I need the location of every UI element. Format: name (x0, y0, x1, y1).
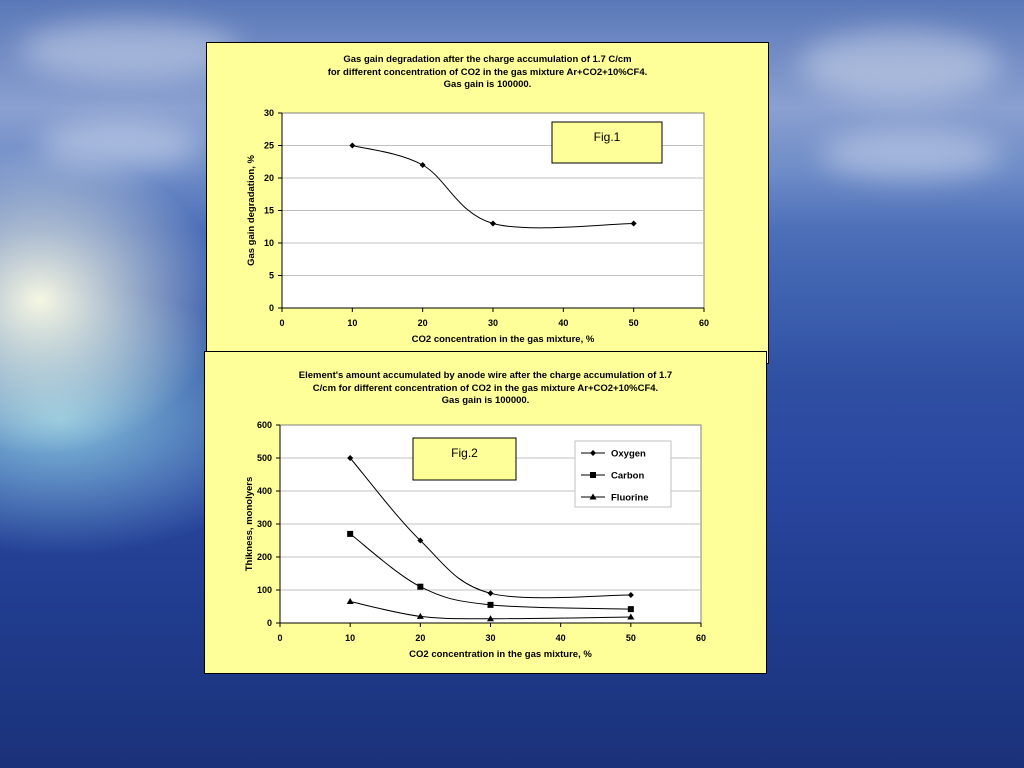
x-tick-label: 60 (696, 633, 706, 643)
cloud (20, 20, 240, 80)
x-tick-label: 0 (277, 633, 282, 643)
data-point-marker (419, 162, 426, 168)
x-tick-label: 20 (415, 633, 425, 643)
chart-title-line: Gas gain is 100000. (441, 395, 530, 406)
y-axis-label: Gas gain degradation, % (246, 155, 257, 266)
chart-title: Gas gain degradation after the charge ac… (207, 54, 768, 92)
data-point-marker (416, 612, 424, 619)
x-tick-label: 60 (699, 318, 709, 328)
x-tick-label: 0 (279, 318, 284, 328)
x-tick-label: 20 (418, 318, 428, 328)
data-point-marker (347, 530, 354, 537)
legend-label: Carbon (611, 471, 644, 482)
y-tick-label: 20 (264, 173, 274, 183)
data-point-marker (487, 601, 494, 608)
fig-annotation-box (551, 121, 663, 164)
x-tick-label: 30 (485, 633, 495, 643)
y-tick-label: 100 (257, 585, 272, 595)
data-point-marker (417, 583, 424, 590)
y-tick-label: 25 (264, 141, 274, 151)
y-tick-label: 15 (264, 206, 274, 216)
y-tick-label: 10 (264, 238, 274, 248)
data-point-marker (417, 537, 424, 544)
chart-title-line: Gas gain degradation after the charge ac… (343, 54, 632, 65)
x-tick-label: 40 (558, 318, 568, 328)
legend-label: Fluorine (611, 493, 648, 504)
x-tick-label: 40 (556, 633, 566, 643)
data-point-marker (590, 450, 596, 456)
data-point-marker (627, 591, 634, 598)
series-line (349, 533, 631, 610)
data-point-marker (490, 220, 496, 227)
data-point-marker (487, 615, 494, 622)
legend-label: Oxygen (611, 449, 646, 460)
data-point-marker (349, 142, 356, 149)
y-tick-label: 200 (257, 552, 272, 562)
chart-plot-2: 0 100 200 300 400 500 600 0 10 20 30 40 50 60 CO2 conc… (244, 420, 706, 660)
fig-annotation-box (412, 437, 517, 481)
x-tick-label: 30 (488, 318, 498, 328)
cloud (820, 130, 1000, 180)
x-tick-label: 10 (347, 318, 357, 328)
cloud (800, 30, 1000, 100)
chart-panel-1: Gas gain degradation after the charge ac… (206, 42, 769, 364)
x-tick-label: 50 (626, 633, 636, 643)
y-tick-label: 500 (257, 453, 272, 463)
y-tick-label: 400 (257, 486, 272, 496)
series-line (350, 601, 631, 620)
data-point-marker (630, 220, 637, 227)
x-axis-label: CO2 concentration in the gas mixture, % (412, 334, 595, 345)
x-axis-label: CO2 concentration in the gas mixture, % (409, 649, 592, 660)
chart-title-line: C/cm for different concentration of CO2 … (312, 382, 659, 394)
data-point-marker (627, 613, 635, 620)
y-tick-label: 30 (264, 108, 274, 118)
y-tick-label: 5 (269, 271, 274, 281)
y-tick-label: 0 (269, 303, 274, 313)
chart-title-line: Element's amount accumulated by anode wi… (298, 370, 673, 381)
chart-title-line: for different concentration of CO2 in th… (327, 66, 648, 78)
fig-annotation-label: Fig.1 (594, 130, 621, 144)
data-point-marker (590, 472, 596, 478)
y-tick-label: 600 (257, 420, 272, 430)
y-tick-label: 300 (257, 519, 272, 529)
x-tick-label: 50 (629, 318, 639, 328)
data-point-marker (347, 455, 354, 461)
data-point-marker (589, 493, 597, 500)
y-axis-label: Thikness, monolyers (244, 477, 255, 572)
series-line (349, 457, 631, 599)
fig-annotation-label: Fig.2 (451, 446, 478, 460)
chart-panel-2: Element's amount accumulated by anode wi… (204, 351, 767, 674)
y-tick-label: 0 (267, 618, 272, 628)
x-tick-label: 10 (345, 633, 355, 643)
chart-title-line: Gas gain is 100000. (443, 79, 532, 90)
cloud (40, 120, 200, 170)
data-point-marker (487, 590, 494, 597)
chart-plot-1: 0 5 10 15 20 25 30 0 10 20 30 40 50 60 CO2 concentrati… (246, 108, 709, 345)
data-point-marker (346, 598, 354, 605)
series-line (352, 145, 634, 229)
data-point-marker (627, 606, 634, 613)
chart-title: Element's amount accumulated by anode wi… (205, 370, 766, 408)
